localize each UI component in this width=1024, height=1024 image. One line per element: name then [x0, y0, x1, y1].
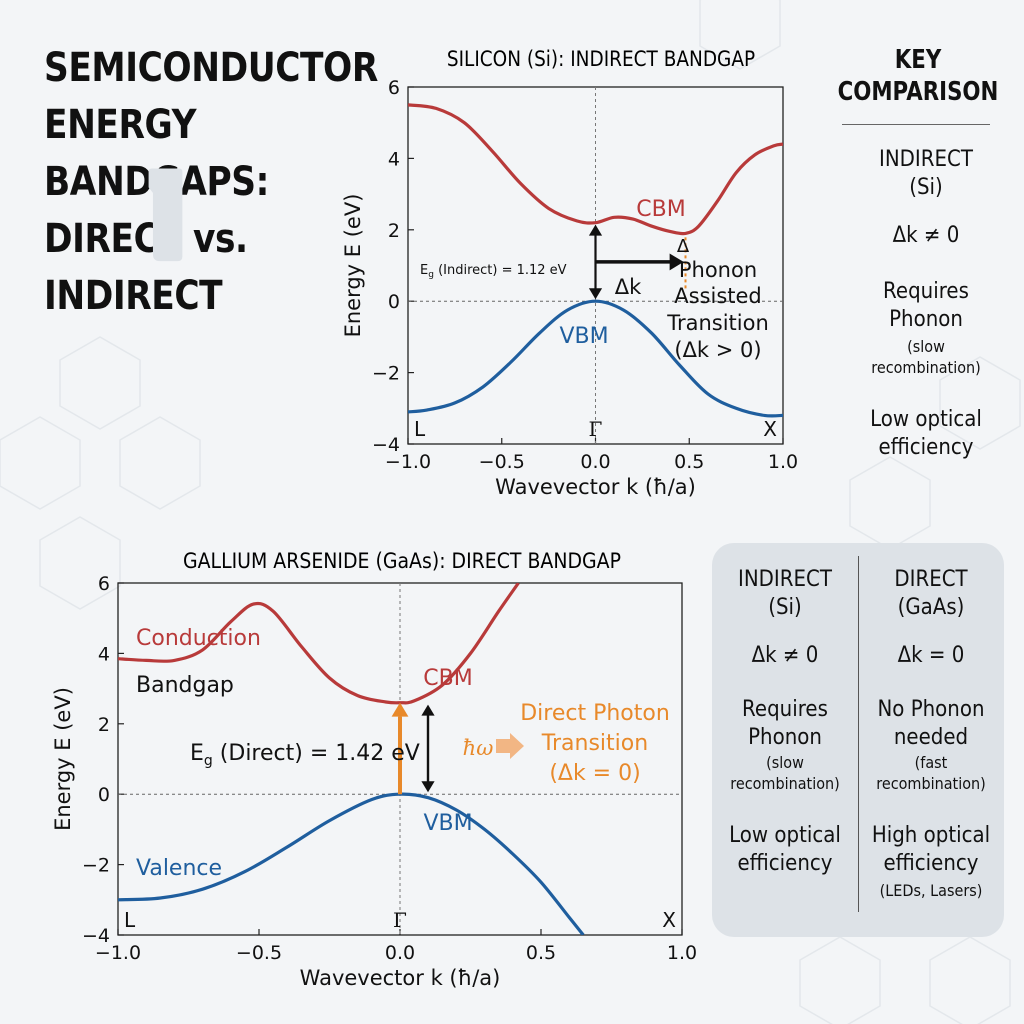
indirect-column-efficiency: Low optical efficiency: [719, 822, 850, 878]
heading-line: INDIRECT: [738, 567, 832, 592]
bandgap-arrow-head: [588, 224, 603, 236]
key-comparison-title: KEY COMPARISON: [836, 44, 1000, 108]
note-line: (fast: [914, 753, 948, 772]
efficiency-line: High optical: [871, 823, 991, 848]
indirect-phonon: Requires Phonon: [854, 278, 998, 334]
key-comparison-title-line: COMPARISON: [837, 77, 999, 107]
y-tick-label: 2: [388, 220, 400, 242]
x-axis-label: Wavevector k (ħ/a): [495, 475, 696, 499]
phonon-annotation-line: Δ: [677, 236, 690, 257]
x-tick-label: −1.0: [385, 451, 431, 473]
symmetry-point-label: Γ: [589, 417, 603, 441]
efficiency-line: Low optical: [729, 823, 841, 848]
note-line: recombination): [730, 774, 840, 793]
x-tick-label: 1.0: [768, 451, 798, 473]
note-line: (slow: [907, 337, 945, 356]
indirect-dk: Δk ≠ 0: [892, 223, 960, 248]
symmetry-point-label: X: [763, 417, 777, 441]
note-line: recombination): [871, 358, 981, 377]
heading-line: (Si): [909, 175, 943, 200]
efficiency-line: efficiency: [737, 851, 833, 876]
valence-band-line: [408, 299, 783, 418]
column-divider: [858, 556, 859, 912]
efficiency-line: efficiency: [883, 851, 979, 876]
phonon-line: No Phonon: [877, 697, 985, 722]
divider: [842, 124, 990, 125]
direct-column-applications: (LEDs, Lasers): [879, 881, 983, 900]
cbm-label: CBM: [636, 197, 685, 222]
conduction-band-line: [408, 103, 783, 236]
direct-column-heading: DIRECT (GaAs): [865, 566, 996, 622]
key-comparison-panel: [148, 168, 183, 262]
chart-title: SILICON (Si): INDIRECT BANDGAP: [447, 47, 755, 71]
heading-line: (GaAs): [897, 595, 965, 620]
title-line: SEMICONDUCTOR: [44, 45, 378, 91]
y-tick-label: −2: [372, 363, 400, 385]
heading-line: (Si): [768, 595, 802, 620]
phonon-annotation-line: Assisted: [674, 284, 762, 308]
indirect-efficiency: Low optical efficiency: [854, 406, 998, 462]
y-axis-label: Energy E (eV): [341, 194, 365, 338]
note-line: (slow: [766, 753, 804, 772]
phonon-line: Requires: [883, 279, 969, 304]
bandgap-arrow-head: [588, 288, 603, 300]
indirect-note: (slow recombination): [854, 336, 998, 378]
phonon-line: Phonon: [748, 725, 822, 750]
heading-line: INDIRECT: [879, 147, 973, 172]
title-line: ENERGY: [44, 102, 197, 148]
y-tick-label: 0: [388, 291, 400, 313]
title-line: DIRECT vs.: [44, 216, 248, 262]
key-comparison-title-line: KEY: [894, 45, 942, 75]
y-tick-label: 4: [388, 148, 400, 170]
direct-column-note: (fast recombination): [865, 752, 996, 794]
direct-column-dk: Δk = 0: [897, 643, 965, 668]
phonon-annotation-line: Phonon: [679, 258, 757, 282]
direct-column-efficiency: High optical efficiency: [865, 822, 996, 878]
phonon-line: Phonon: [889, 307, 963, 332]
indirect-column-note: (slow recombination): [719, 752, 850, 794]
bandgap-label: Eg (Indirect) = 1.12 eV: [420, 263, 567, 280]
delta-k-label: Δk: [615, 275, 642, 299]
phonon-annotation-line: (Δk > 0): [674, 338, 761, 362]
indirect-column-dk: Δk ≠ 0: [751, 643, 819, 668]
y-tick-label: −4: [372, 434, 400, 456]
direct-column-phonon: No Phonon needed: [865, 696, 996, 752]
dk-arrow-head: [669, 253, 684, 271]
vbm-label: VBM: [559, 324, 608, 349]
phonon-line: needed: [893, 725, 969, 750]
main-title: SEMICONDUCTOR ENERGY BANDGAPS: DIRECT vs…: [44, 40, 378, 325]
y-tick-label: 6: [388, 77, 400, 99]
x-tick-label: 0.0: [580, 451, 610, 473]
efficiency-line: Low optical: [870, 407, 982, 432]
phonon-annotation-line: Transition: [666, 311, 769, 335]
symmetry-point-label: L: [414, 417, 426, 441]
heading-line: DIRECT: [894, 567, 968, 592]
title-line: INDIRECT: [44, 273, 223, 319]
x-tick-label: −0.5: [479, 451, 525, 473]
x-tick-label: 0.5: [674, 451, 704, 473]
phonon-line: Requires: [742, 697, 828, 722]
indirect-heading: INDIRECT (Si): [854, 146, 998, 202]
efficiency-line: efficiency: [878, 435, 974, 460]
indirect-column-heading: INDIRECT (Si): [719, 566, 850, 622]
note-line: recombination): [876, 774, 986, 793]
indirect-column-phonon: Requires Phonon: [719, 696, 850, 752]
